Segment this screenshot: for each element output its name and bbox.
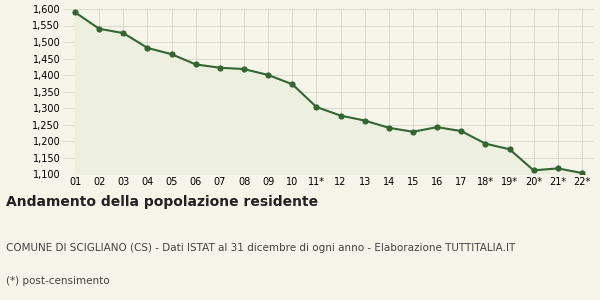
Point [433, 125, 442, 130]
Text: (*) post-censimento: (*) post-censimento [6, 276, 110, 286]
Point [481, 141, 490, 146]
Point [384, 125, 394, 130]
Point [239, 67, 249, 71]
Point [287, 82, 297, 87]
Point [70, 10, 80, 15]
Point [263, 73, 273, 77]
Point [408, 129, 418, 134]
Point [336, 113, 346, 118]
Point [529, 168, 538, 173]
Text: Andamento della popolazione residente: Andamento della popolazione residente [6, 195, 318, 209]
Point [505, 147, 514, 152]
Point [215, 65, 224, 70]
Point [553, 166, 563, 171]
Point [577, 171, 587, 176]
Point [143, 46, 152, 50]
Point [94, 26, 104, 31]
Point [457, 129, 466, 134]
Point [167, 52, 176, 57]
Text: COMUNE DI SCIGLIANO (CS) - Dati ISTAT al 31 dicembre di ogni anno - Elaborazione: COMUNE DI SCIGLIANO (CS) - Dati ISTAT al… [6, 243, 515, 253]
Point [311, 105, 321, 110]
Point [119, 31, 128, 35]
Point [191, 62, 200, 67]
Point [360, 118, 370, 123]
